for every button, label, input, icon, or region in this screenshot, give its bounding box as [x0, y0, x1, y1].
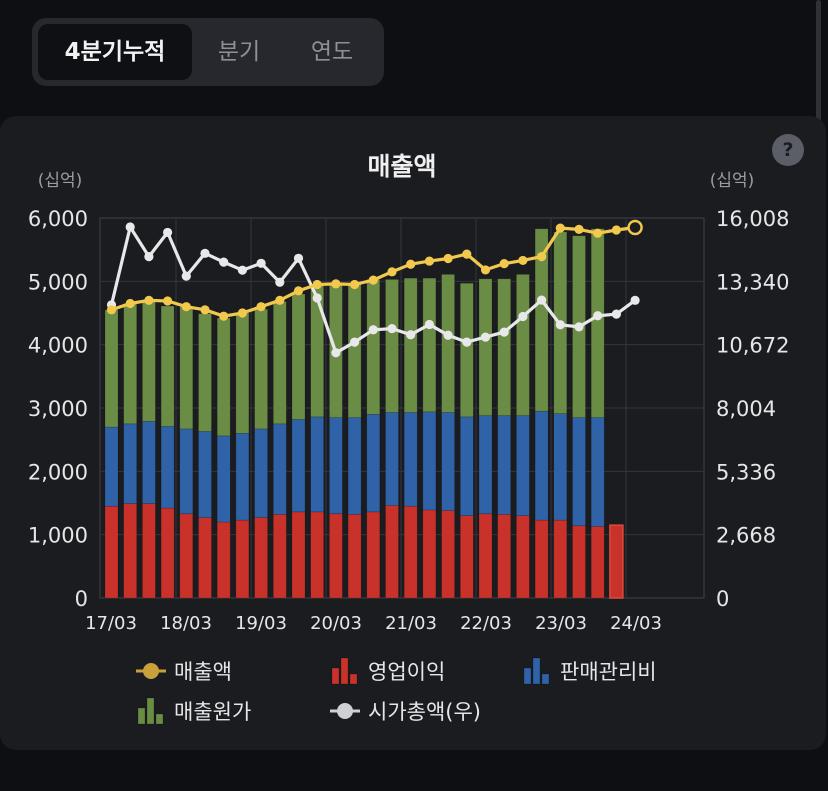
- period-tab-group: 4분기누적 분기 연도: [32, 18, 384, 86]
- tab-quarter[interactable]: 분기: [217, 39, 261, 65]
- scrollbar[interactable]: [816, 0, 821, 226]
- tab-year[interactable]: 연도: [310, 39, 354, 65]
- chart-card: [0, 116, 826, 750]
- tab-4q-cumulative[interactable]: 4분기누적: [38, 24, 192, 80]
- help-icon[interactable]: ?: [772, 134, 804, 166]
